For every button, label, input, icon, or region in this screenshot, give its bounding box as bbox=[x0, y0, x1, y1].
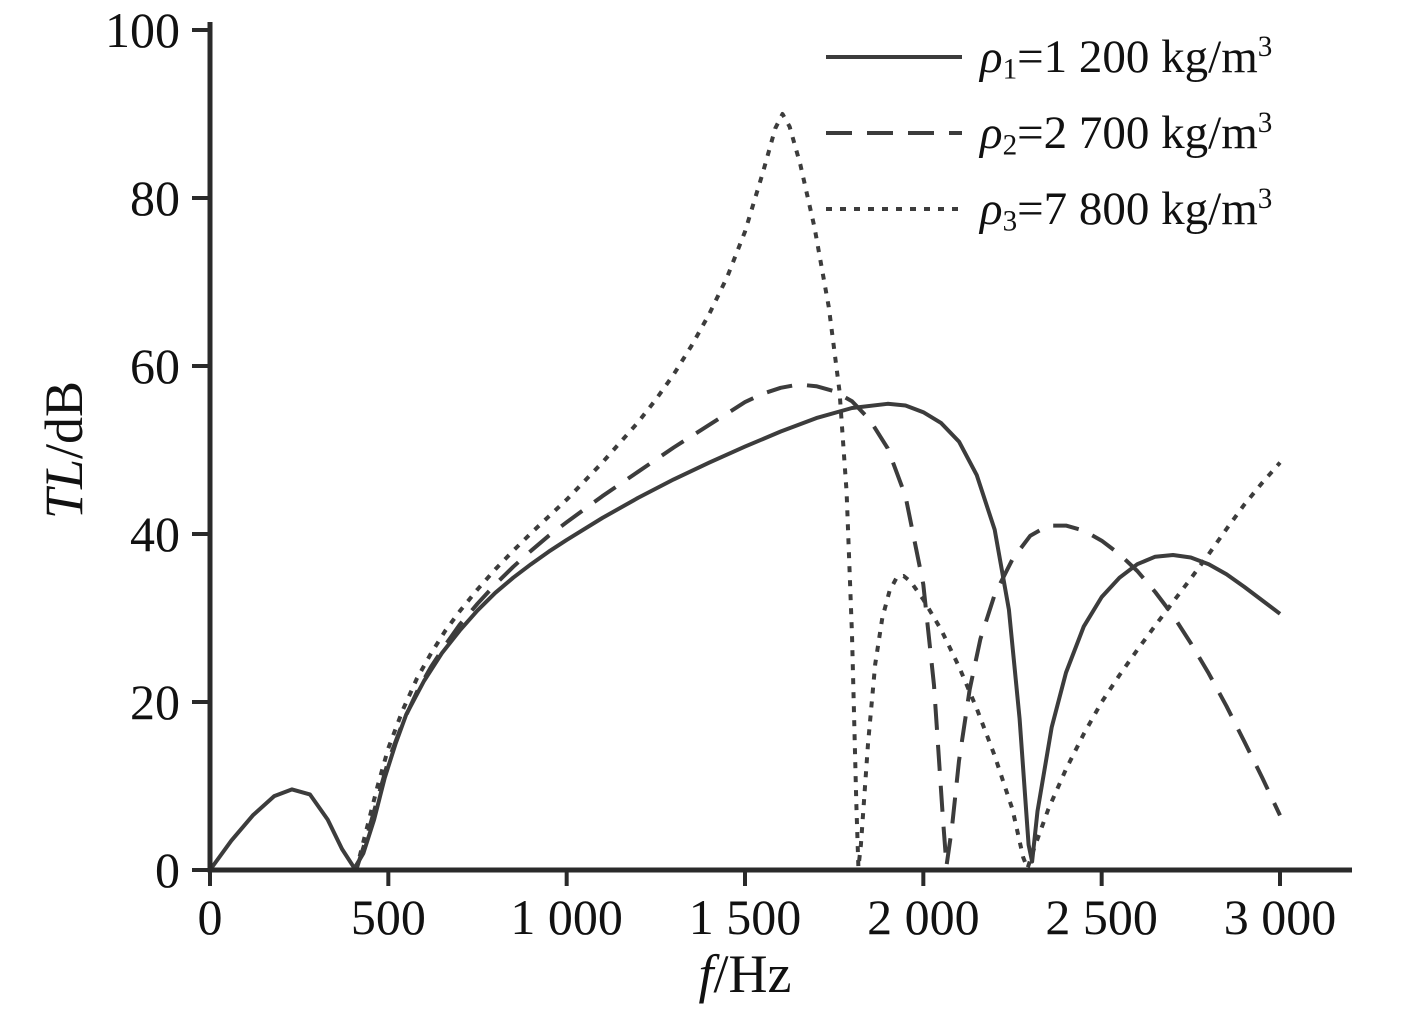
legend-symbol: ρ bbox=[980, 106, 1003, 159]
legend-subscript: 2 bbox=[1002, 128, 1018, 161]
legend-body: =1 200 kg/m bbox=[1017, 30, 1258, 83]
svg-text:TL/dB: TL/dB bbox=[34, 381, 94, 519]
svg-text:40: 40 bbox=[130, 506, 180, 562]
svg-text:f/Hz: f/Hz bbox=[699, 944, 792, 1004]
legend-line-dotted-icon bbox=[826, 207, 962, 211]
legend-superscript: 3 bbox=[1257, 30, 1273, 63]
svg-text:80: 80 bbox=[130, 170, 180, 226]
svg-text:2 500: 2 500 bbox=[1045, 889, 1158, 945]
legend-line-solid-icon bbox=[826, 55, 962, 59]
legend-line-dashed-icon bbox=[826, 131, 962, 135]
svg-text:500: 500 bbox=[351, 889, 426, 945]
legend-superscript: 3 bbox=[1257, 106, 1273, 139]
legend: ρ1=1 200 kg/m3 ρ2=2 700 kg/m3 ρ3=7 800 k… bbox=[826, 26, 1272, 240]
svg-text:2 000: 2 000 bbox=[867, 889, 980, 945]
svg-text:3 000: 3 000 bbox=[1224, 889, 1337, 945]
svg-text:20: 20 bbox=[130, 674, 180, 730]
legend-superscript: 3 bbox=[1257, 182, 1273, 215]
legend-item-rho3: ρ3=7 800 kg/m3 bbox=[826, 178, 1272, 240]
svg-text:1 000: 1 000 bbox=[510, 889, 623, 945]
legend-symbol: ρ bbox=[980, 30, 1003, 83]
svg-text:0: 0 bbox=[198, 889, 223, 945]
legend-subscript: 3 bbox=[1002, 204, 1018, 237]
legend-body: =7 800 kg/m bbox=[1017, 182, 1258, 235]
svg-text:60: 60 bbox=[130, 338, 180, 394]
legend-symbol: ρ bbox=[980, 182, 1003, 235]
svg-text:0: 0 bbox=[155, 842, 180, 898]
svg-text:1 500: 1 500 bbox=[689, 889, 802, 945]
legend-item-rho1: ρ1=1 200 kg/m3 bbox=[826, 26, 1272, 88]
legend-label: ρ1=1 200 kg/m3 bbox=[980, 30, 1272, 84]
svg-text:100: 100 bbox=[105, 2, 180, 58]
legend-label: ρ3=7 800 kg/m3 bbox=[980, 182, 1272, 236]
legend-label: ρ2=2 700 kg/m3 bbox=[980, 106, 1272, 160]
legend-item-rho2: ρ2=2 700 kg/m3 bbox=[826, 102, 1272, 164]
legend-body: =2 700 kg/m bbox=[1017, 106, 1258, 159]
legend-subscript: 1 bbox=[1002, 52, 1018, 85]
